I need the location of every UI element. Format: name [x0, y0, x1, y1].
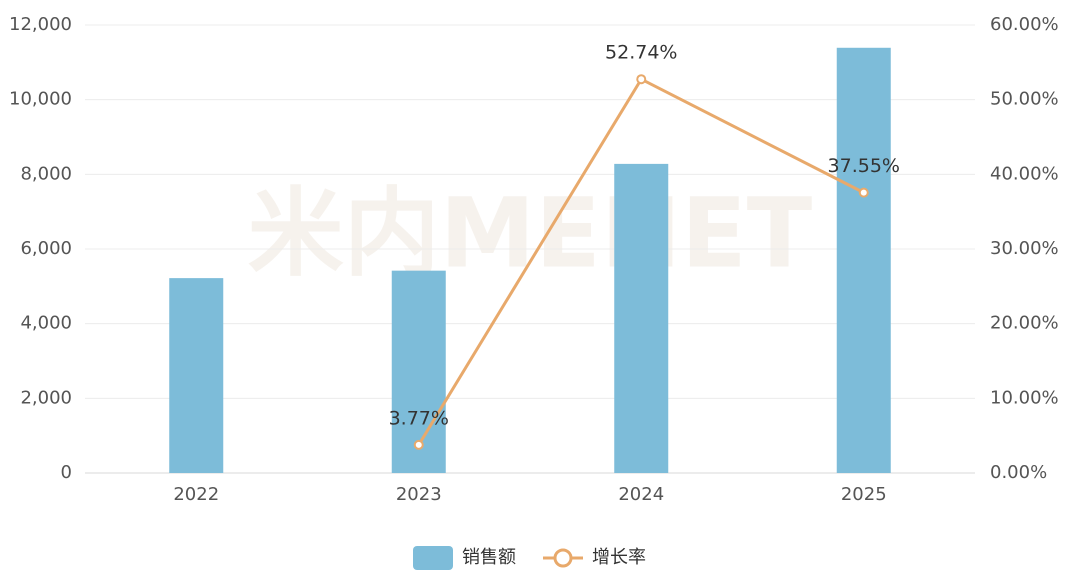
y-tick-label: 10,000 [9, 89, 72, 110]
watermark: 米内MENET [248, 177, 813, 289]
y2-tick-label: 40.00% [990, 163, 1059, 184]
x-tick-label: 2023 [396, 484, 442, 505]
y-tick-label: 4,000 [20, 313, 72, 334]
data-label: 3.77% [389, 407, 449, 429]
legend-label: 销售额 [462, 547, 516, 568]
legend-item: 销售额 [413, 546, 516, 570]
legend-swatch [413, 546, 453, 570]
legend-swatch [553, 548, 573, 568]
y-tick-label: 6,000 [20, 238, 72, 259]
y2-tick-label: 10.00% [990, 387, 1059, 408]
y2-tick-label: 30.00% [990, 238, 1059, 259]
point [413, 439, 424, 450]
y-tick-label: 0 [61, 462, 72, 483]
bar [169, 278, 224, 473]
bar [614, 163, 669, 473]
y2-tick-label: 20.00% [990, 313, 1059, 334]
x-tick-label: 2022 [173, 484, 219, 505]
x-tick-label: 2025 [841, 484, 887, 505]
x-tick-label: 2024 [618, 484, 664, 505]
data-label: 52.74% [605, 42, 677, 64]
y-tick-label: 8,000 [20, 163, 72, 184]
y2-tick-label: 50.00% [990, 89, 1059, 110]
legend-item: 增长率 [543, 547, 646, 568]
legend-label: 增长率 [592, 547, 646, 568]
y2-tick-label: 0.00% [990, 462, 1047, 483]
y-tick-label: 12,000 [9, 14, 72, 35]
bar [391, 270, 446, 473]
point [636, 74, 647, 85]
y-tick-label: 2,000 [20, 387, 72, 408]
y2-tick-label: 60.00% [990, 14, 1059, 35]
bar [836, 47, 891, 473]
point [858, 187, 869, 198]
data-label: 37.55% [828, 155, 900, 177]
